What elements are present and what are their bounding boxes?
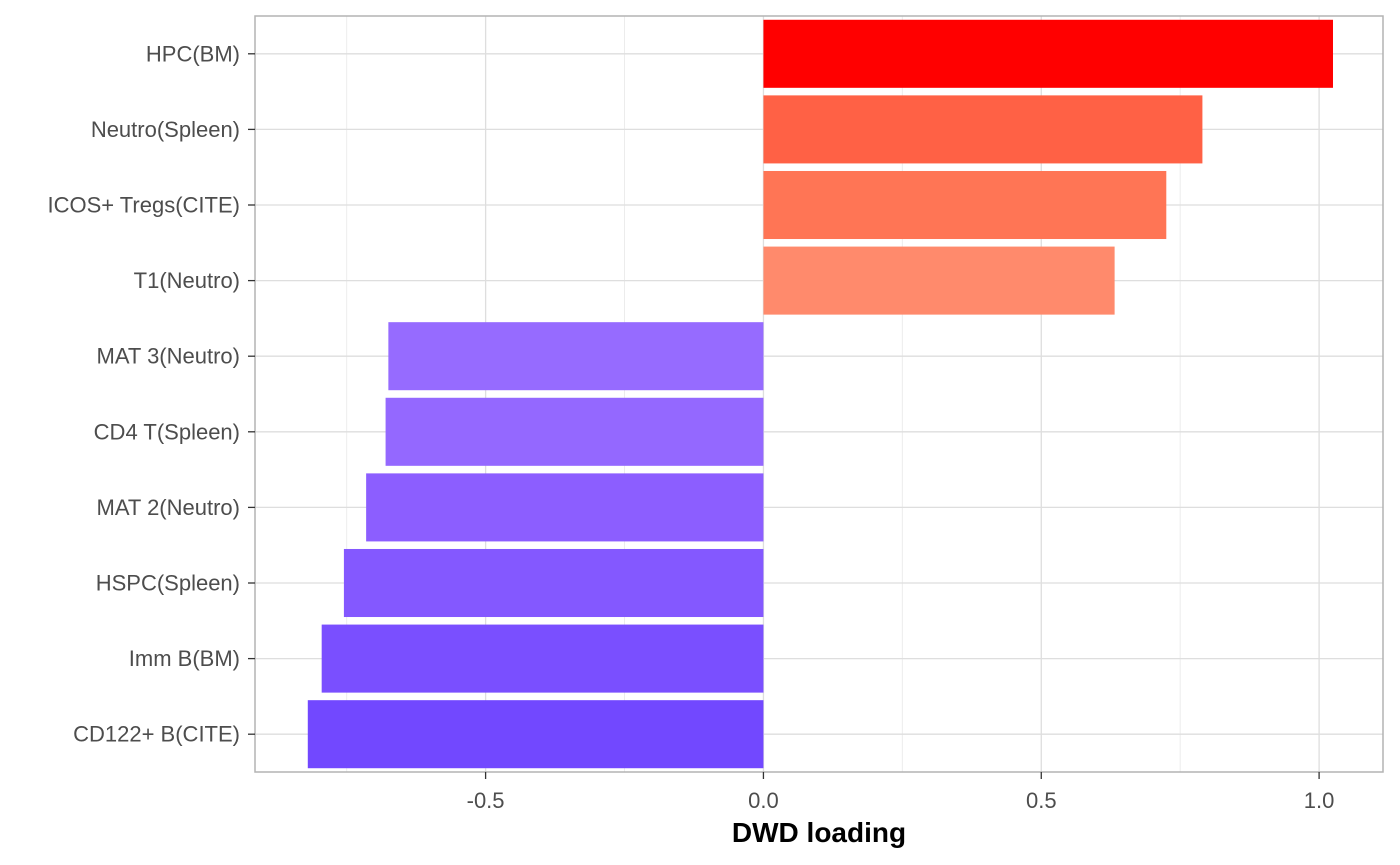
bar-hpc-bm: [763, 19, 1333, 88]
y-tick-label: CD122+ B(CITE): [73, 722, 240, 747]
x-tick-label: 1.0: [1304, 788, 1335, 813]
y-tick-label: HSPC(Spleen): [96, 571, 240, 596]
y-tick-label: ICOS+ Tregs(CITE): [47, 193, 240, 218]
y-tick-label: MAT 2(Neutro): [97, 495, 240, 520]
bar-t1-neutro: [763, 246, 1115, 315]
y-tick-label: MAT 3(Neutro): [97, 344, 240, 369]
x-tick-label: 0.5: [1026, 788, 1057, 813]
bar-imm-b-bm: [321, 624, 764, 693]
x-axis-ticks: -0.5 0.0 0.5 1.0: [467, 772, 1335, 813]
bar-mat-3-neutro: [388, 322, 764, 391]
x-axis-title: DWD loading: [732, 817, 906, 848]
bar-cd4-t-spleen: [385, 397, 764, 466]
y-tick-label: T1(Neutro): [134, 268, 240, 293]
panel-border: [254, 15, 1384, 773]
bar-neutro-spleen: [763, 95, 1203, 164]
x-tick-label: 0.0: [748, 788, 779, 813]
y-tick-label: CD4 T(Spleen): [94, 419, 240, 444]
bar-mat-2-neutro: [366, 473, 764, 542]
bars: [307, 19, 1333, 769]
y-tick-label: HPC(BM): [146, 41, 240, 66]
y-axis-ticks: HPC(BM) Neutro(Spleen) ICOS+ Tregs(CITE) T1…: [47, 41, 255, 747]
bar-hspc-spleen: [343, 548, 764, 618]
bar-icos-tregs-cite: [763, 170, 1167, 240]
x-tick-label: -0.5: [467, 788, 505, 813]
y-tick-label: Neutro(Spleen): [91, 117, 240, 142]
bar-cd122-b-cite: [307, 700, 764, 769]
y-tick-label: Imm B(BM): [129, 646, 240, 671]
